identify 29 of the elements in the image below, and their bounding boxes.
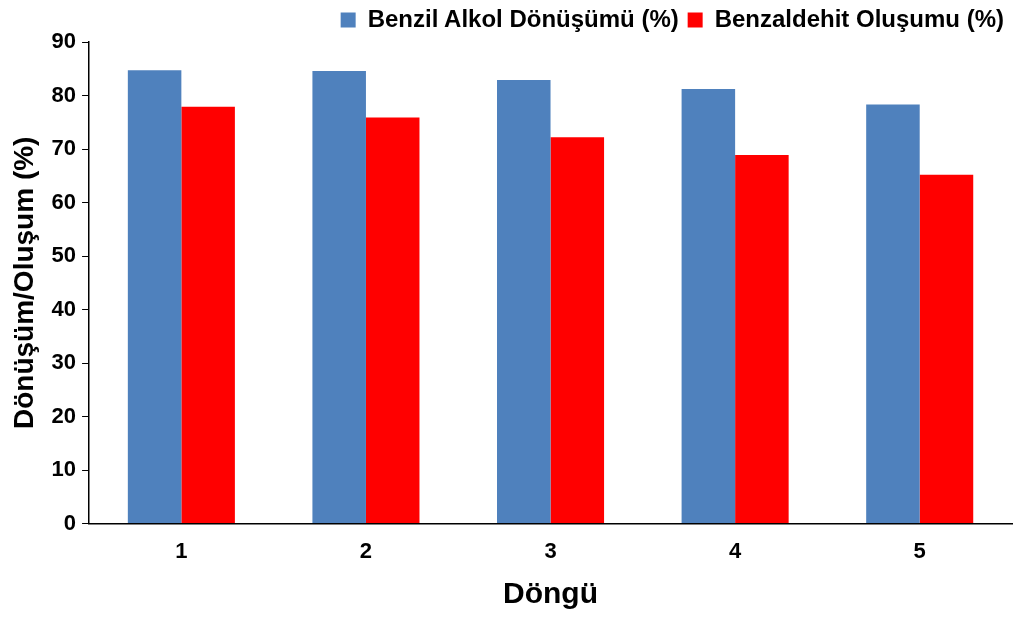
- y-tick-label: 0: [63, 509, 77, 535]
- bar: [550, 137, 605, 524]
- bar: [866, 104, 920, 524]
- legend-label: Benzil Alkol Dönüşümü (%): [367, 4, 679, 32]
- y-tick-label: 60: [51, 188, 77, 214]
- y-axis-title: Dönüşüm/Oluşum (%): [7, 136, 39, 430]
- x-tick-label: 4: [729, 537, 742, 563]
- bar: [181, 106, 235, 524]
- y-tick-label: 80: [51, 81, 77, 107]
- bar: [312, 70, 366, 524]
- x-tick-label: 1: [175, 537, 188, 563]
- y-tick-label: 20: [51, 402, 77, 428]
- x-tick-label: 5: [913, 537, 926, 563]
- x-axis-title: Döngü: [503, 576, 599, 610]
- y-tick-label: 30: [51, 349, 77, 375]
- bar: [365, 117, 420, 524]
- bar: [735, 154, 789, 524]
- legend-label: Benzaldehit Oluşumu (%): [714, 4, 1005, 32]
- bar: [497, 79, 551, 524]
- bar: [919, 174, 974, 524]
- x-tick-label: 3: [544, 537, 557, 563]
- x-tick-label: 2: [359, 537, 373, 563]
- bar: [127, 70, 182, 524]
- y-tick-label: 90: [51, 28, 77, 54]
- y-tick-label: 70: [51, 135, 77, 161]
- bar: [681, 89, 736, 524]
- y-tick-label: 10: [51, 456, 77, 482]
- y-tick-label: 40: [51, 295, 77, 321]
- y-tick-label: 50: [51, 242, 77, 268]
